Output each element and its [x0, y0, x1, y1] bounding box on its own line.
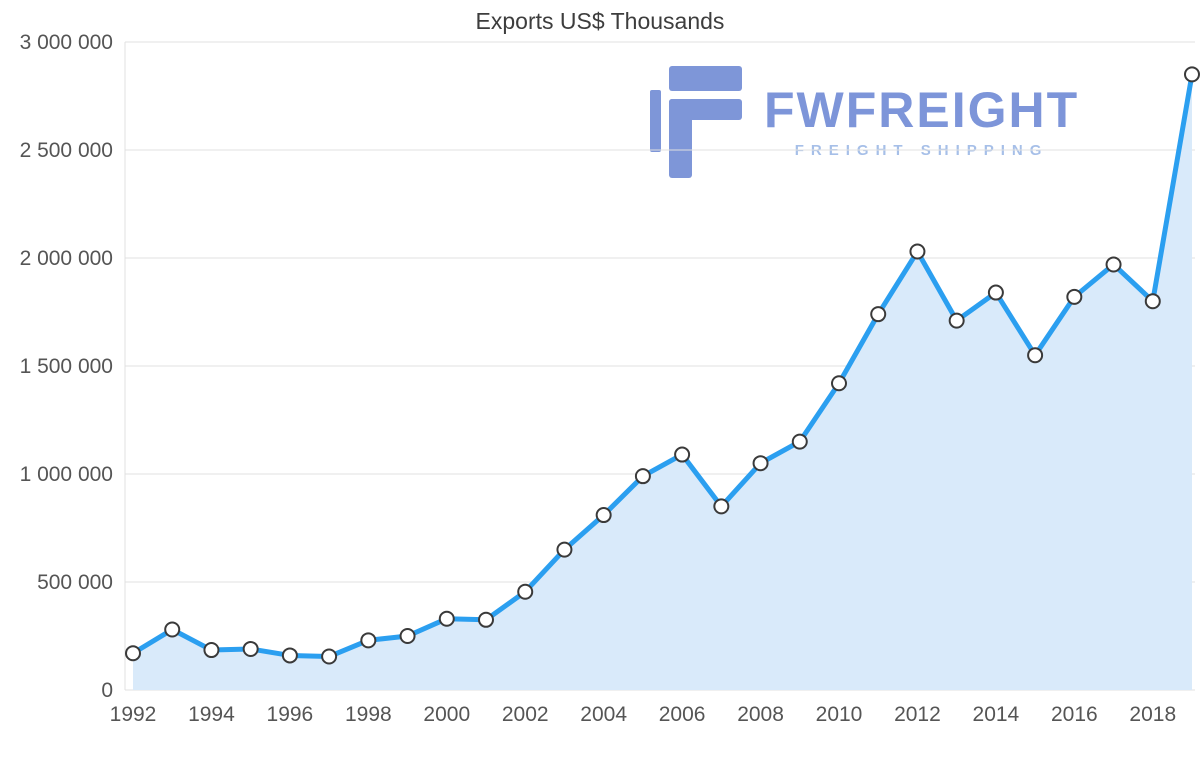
svg-text:2002: 2002	[502, 703, 549, 726]
svg-text:2014: 2014	[973, 703, 1020, 726]
svg-text:2 500 000: 2 500 000	[20, 139, 113, 162]
fwfreight-logo-icon	[646, 66, 746, 178]
svg-text:2016: 2016	[1051, 703, 1098, 726]
svg-text:2018: 2018	[1129, 703, 1176, 726]
svg-text:2004: 2004	[580, 703, 627, 726]
svg-text:2010: 2010	[816, 703, 863, 726]
svg-text:2006: 2006	[659, 703, 706, 726]
svg-text:2000: 2000	[423, 703, 470, 726]
svg-text:2008: 2008	[737, 703, 784, 726]
svg-text:500 000: 500 000	[37, 571, 113, 594]
svg-text:1 500 000: 1 500 000	[20, 355, 113, 378]
svg-text:1992: 1992	[110, 703, 157, 726]
svg-text:1994: 1994	[188, 703, 235, 726]
svg-text:0: 0	[101, 679, 113, 702]
svg-text:1 000 000: 1 000 000	[20, 463, 113, 486]
svg-text:2 000 000: 2 000 000	[20, 247, 113, 270]
svg-text:3 000 000: 3 000 000	[20, 31, 113, 54]
chart-title: Exports US$ Thousands	[475, 8, 725, 34]
svg-text:2012: 2012	[894, 703, 941, 726]
svg-text:1996: 1996	[267, 703, 314, 726]
svg-text:1998: 1998	[345, 703, 392, 726]
watermark-brand-text: FWFREIGHT	[764, 82, 1080, 138]
